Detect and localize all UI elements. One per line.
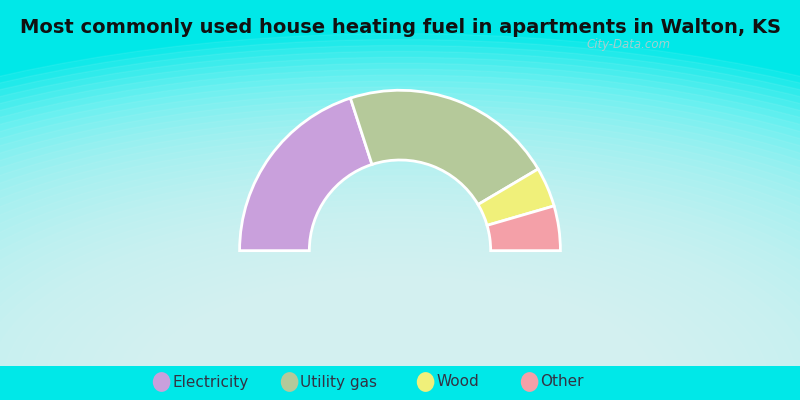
Text: Utility gas: Utility gas [300, 374, 377, 390]
Circle shape [0, 40, 800, 400]
Text: City-Data.com: City-Data.com [586, 38, 670, 51]
Circle shape [0, 87, 800, 400]
Wedge shape [478, 169, 554, 225]
Circle shape [0, 46, 800, 400]
Circle shape [0, 57, 800, 400]
Text: Wood: Wood [436, 374, 478, 390]
Circle shape [0, 69, 800, 400]
Circle shape [0, 93, 800, 400]
Circle shape [0, 81, 800, 400]
Ellipse shape [153, 372, 170, 392]
Ellipse shape [281, 372, 298, 392]
Text: Most commonly used house heating fuel in apartments in Walton, KS: Most commonly used house heating fuel in… [19, 18, 781, 37]
Circle shape [0, 52, 800, 400]
Circle shape [0, 128, 800, 400]
Circle shape [0, 110, 800, 400]
Wedge shape [487, 206, 561, 251]
Circle shape [0, 99, 800, 400]
Circle shape [0, 134, 800, 400]
Wedge shape [350, 90, 538, 204]
Text: Other: Other [540, 374, 583, 390]
Circle shape [0, 34, 800, 400]
Ellipse shape [521, 372, 538, 392]
Circle shape [0, 63, 800, 400]
Ellipse shape [417, 372, 434, 392]
Circle shape [0, 122, 800, 400]
Circle shape [0, 75, 800, 400]
Circle shape [0, 105, 800, 400]
Text: Electricity: Electricity [172, 374, 248, 390]
Wedge shape [239, 98, 372, 251]
Circle shape [0, 116, 800, 400]
